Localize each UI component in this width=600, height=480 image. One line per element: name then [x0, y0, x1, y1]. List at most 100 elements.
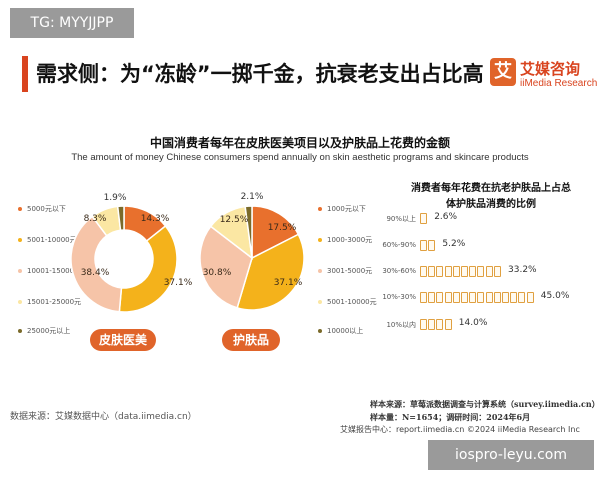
- legend-swatch: [318, 207, 322, 211]
- legend-swatch: [318, 269, 322, 273]
- bar-segment: [420, 292, 427, 303]
- bar-segment: [502, 292, 509, 303]
- skincare-legend-item: 5001-10000元: [318, 297, 377, 307]
- legend-swatch: [18, 238, 22, 242]
- bar-value-label: 2.6%: [434, 212, 458, 222]
- bar-value-label: 45.0%: [540, 291, 570, 301]
- legend-label: 10000以上: [327, 327, 364, 335]
- bar-category-label: 10%以内: [386, 321, 416, 329]
- data-source: 数据来源：艾媒数据中心（data.iimedia.cn）: [10, 412, 197, 422]
- page-title: 需求侧：为“冻龄”一掷千金，抗衰老支出占比高: [36, 62, 484, 86]
- bar-category-label: 30%-60%: [382, 267, 416, 275]
- medical-legend-item: 5001-10000元: [18, 235, 77, 245]
- bar-segment: [444, 292, 452, 303]
- medical-legend-item: 10001-15000元: [18, 266, 81, 276]
- bar-segment: [444, 319, 452, 330]
- bar-segment: [420, 266, 427, 277]
- medical-slice: [116, 205, 125, 232]
- bar-segment: [518, 292, 526, 303]
- bar-segment: [485, 266, 493, 277]
- bar-segment: [493, 266, 501, 277]
- legend-swatch: [18, 300, 22, 304]
- legend-label: 5000元以下: [27, 205, 66, 213]
- report-center: 艾媒报告中心：report.iimedia.cn ©2024 iiMedia R…: [340, 425, 580, 434]
- chart-title: 中国消费者每年在皮肤医美项目以及护肤品上花费的金额: [149, 136, 450, 150]
- skincare-legend-item: 10000以上: [318, 326, 363, 336]
- skincare-value-label: 2.1%: [241, 192, 264, 202]
- legend-label: 1000-3000元: [327, 236, 373, 244]
- legend-swatch: [18, 207, 22, 211]
- logo-name-cn: 艾媒咨询: [520, 60, 581, 78]
- skincare-slice: [244, 205, 253, 259]
- bar-segment: [420, 240, 427, 251]
- medical-value-label: 14.3%: [141, 214, 170, 224]
- legend-label: 15001-25000元: [27, 298, 82, 306]
- bar-segment: [436, 292, 444, 303]
- bar-segment: [510, 292, 518, 303]
- bar-category-label: 10%-30%: [382, 293, 416, 301]
- bar-value-label: 14.0%: [458, 318, 488, 328]
- bar-segment: [477, 266, 485, 277]
- logo-mark: 艾: [490, 58, 516, 86]
- bar-segment: [469, 292, 477, 303]
- bar-segment: [485, 292, 493, 303]
- bar-segment: [461, 266, 468, 277]
- bar-segment: [469, 266, 477, 277]
- title-accent-bar: [22, 56, 28, 92]
- legend-swatch: [18, 329, 22, 333]
- bar-category-label: 90%以上: [386, 215, 416, 223]
- legend-swatch: [318, 329, 322, 333]
- legend-label: 1000元以下: [327, 205, 366, 213]
- medical-slice: [118, 224, 178, 313]
- medical-legend-item: 25000元以上: [18, 326, 70, 336]
- skincare-value-label: 12.5%: [220, 215, 249, 225]
- skincare-legend-item: 1000-3000元: [318, 235, 372, 245]
- skincare-legend-item: 1000元以下: [318, 204, 366, 214]
- skincare-slice: [199, 225, 253, 309]
- medical-value-label: 8.3%: [84, 214, 107, 224]
- bar-segment: [444, 266, 452, 277]
- chart-label-medical: 皮肤医美: [90, 329, 156, 351]
- bar-value-label: 33.2%: [508, 265, 537, 275]
- medical-legend-item: 5000元以下: [18, 204, 66, 214]
- skincare-slice: [251, 205, 300, 260]
- legend-label: 10001-15000元: [27, 267, 82, 275]
- bar-category-label: 60%-90%: [382, 241, 416, 249]
- medical-legend-item: 15001-25000元: [18, 297, 81, 307]
- bar-segment: [420, 213, 427, 224]
- skincare-value-label: 30.8%: [203, 268, 232, 278]
- watermark: iospro-leyu.com: [428, 440, 594, 470]
- bar-chart-title-line2: 体护肤品消费的比例: [446, 199, 536, 210]
- bar-segment: [428, 240, 436, 251]
- medical-value-label: 1.9%: [104, 193, 127, 203]
- medical-slice: [70, 215, 123, 313]
- bar-segment: [436, 266, 444, 277]
- bar-segment: [526, 292, 534, 303]
- bar-segment: [493, 292, 501, 303]
- chart-subtitle: The amount of money Chinese consumers sp…: [71, 152, 529, 163]
- sample-size: 样本量：N=1654；调研时间：2024年6月: [370, 412, 531, 422]
- skincare-value-label: 37.1%: [274, 278, 303, 288]
- legend-label: 3001-5000元: [327, 267, 373, 275]
- legend-swatch: [318, 238, 322, 242]
- bar-segment: [477, 292, 485, 303]
- legend-label: 25000元以上: [27, 327, 71, 335]
- logo-name-en: iiMedia Research: [520, 78, 598, 89]
- medical-value-label: 37.1%: [164, 278, 193, 288]
- bar-segment: [452, 292, 460, 303]
- legend-swatch: [18, 269, 22, 273]
- chart-label-skincare: 护肤品: [222, 329, 280, 351]
- bar-segment: [420, 319, 427, 330]
- bar-chart-title: 消费者每年花费在抗老护肤品上占总 体护肤品消费的比例: [386, 181, 596, 213]
- sample-source: 样本来源：草莓派数据调查与计算系统（survey.iimedia.cn）: [370, 399, 600, 409]
- bar-value-label: 5.2%: [442, 239, 466, 249]
- bar-chart-title-line1: 消费者每年花费在抗老护肤品上占总: [411, 183, 571, 194]
- bar-segment: [428, 292, 436, 303]
- bar-segment: [428, 266, 436, 277]
- legend-label: 5001-10000元: [327, 298, 377, 306]
- skincare-value-label: 17.5%: [268, 223, 297, 233]
- legend-label: 5001-10000元: [27, 236, 77, 244]
- bar-segment: [436, 319, 444, 330]
- bar-segment: [428, 319, 436, 330]
